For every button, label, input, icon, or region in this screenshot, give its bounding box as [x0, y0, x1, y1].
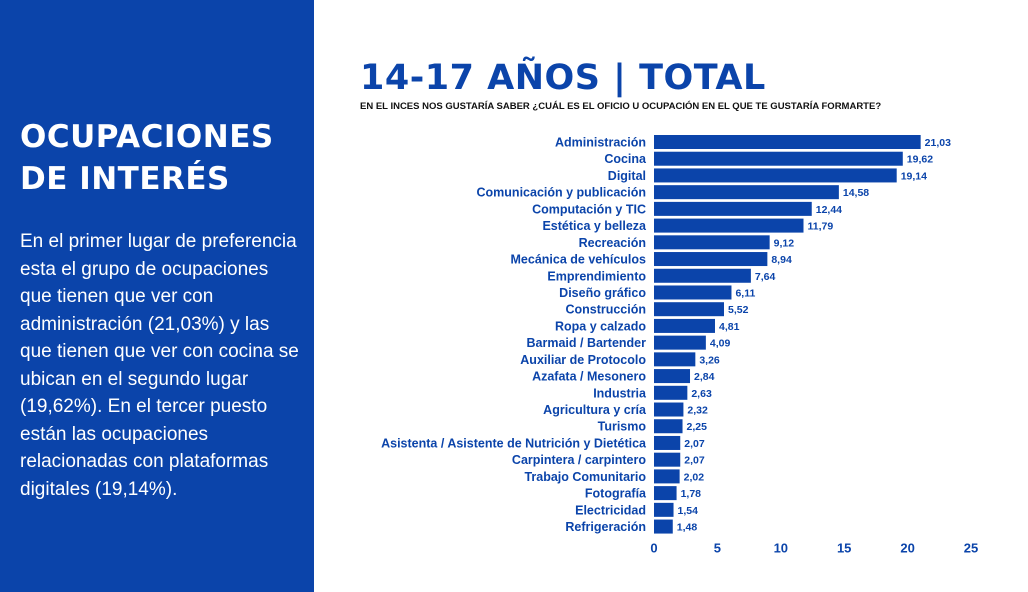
category-label: Administración [555, 136, 646, 150]
category-label: Recreación [579, 236, 646, 250]
value-label: 2,25 [687, 421, 708, 433]
category-label: Comunicación y publicación [477, 186, 646, 200]
bar [654, 385, 688, 400]
value-label: 7,64 [755, 271, 776, 283]
category-label: Ropa y calzado [555, 319, 646, 333]
value-label: 21,03 [925, 137, 951, 149]
bar [654, 335, 706, 350]
bar [654, 519, 673, 534]
value-label: 4,81 [719, 321, 740, 333]
category-label: Cocina [604, 152, 647, 166]
category-label: Estética y belleza [542, 219, 647, 233]
category-label: Asistenta / Asistente de Nutrición y Die… [381, 436, 647, 450]
bar [654, 135, 921, 149]
category-label: Computación y TIC [532, 202, 646, 216]
category-label: Emprendimiento [547, 269, 646, 283]
value-label: 4,09 [710, 338, 731, 350]
x-tick-label: 10 [774, 540, 788, 555]
bar [654, 185, 839, 200]
value-label: 14,58 [843, 187, 869, 199]
bar [654, 285, 732, 300]
panel-body-text: En el primer lugar de preferencia esta e… [20, 231, 299, 500]
bar [654, 235, 770, 250]
value-label: 19,14 [901, 170, 927, 182]
bar [654, 252, 768, 267]
category-label: Mecánica de vehículos [511, 253, 647, 267]
chart-subtitle: EN EL INCES NOS GUSTARÍA SABER ¿CUÁL ES … [360, 101, 882, 112]
value-label: 3,26 [699, 354, 720, 366]
bar [654, 168, 897, 183]
category-label: Diseño gráfico [559, 286, 646, 300]
bar [654, 369, 691, 384]
value-label: 8,94 [771, 254, 792, 266]
value-label: 2,02 [684, 471, 705, 483]
bar [654, 151, 903, 166]
value-label: 19,62 [907, 154, 933, 166]
panel-title-line-2: DE INTERÉS [20, 161, 230, 197]
x-tick-label: 5 [714, 540, 721, 555]
category-label: Turismo [598, 420, 647, 434]
value-label: 12,44 [816, 204, 842, 216]
bar [654, 218, 804, 233]
value-label: 1,78 [681, 488, 702, 500]
category-label: Carpintera / carpintero [512, 453, 646, 467]
bar [654, 452, 681, 467]
category-label: Digital [608, 169, 646, 183]
value-label: 5,52 [728, 304, 749, 316]
category-label: Barmaid / Bartender [527, 336, 647, 350]
bar [654, 502, 674, 517]
panel-title: OCUPACIONES DE INTERÉS [20, 116, 305, 200]
x-tick-label: 0 [650, 540, 657, 555]
category-label: Fotografía [585, 487, 647, 501]
x-tick-label: 15 [837, 540, 851, 555]
bar [654, 435, 681, 450]
value-label: 2,84 [694, 371, 715, 383]
x-tick-label: 25 [964, 540, 978, 555]
category-label: Trabajo Comunitario [524, 470, 646, 484]
value-label: 9,12 [774, 237, 795, 249]
value-label: 2,32 [687, 405, 708, 417]
bar [654, 268, 751, 283]
left-panel: OCUPACIONES DE INTERÉS En el primer luga… [0, 0, 314, 592]
category-label: Construcción [565, 303, 646, 317]
value-label: 2,07 [684, 438, 705, 450]
bar [654, 419, 683, 434]
category-label: Agricultura y cría [543, 403, 647, 417]
bar [654, 302, 724, 317]
category-label: Refrigeración [565, 520, 646, 534]
value-label: 11,79 [807, 221, 833, 233]
x-tick-label: 20 [900, 540, 914, 555]
bar [654, 318, 715, 333]
bar [654, 201, 812, 216]
value-label: 1,54 [678, 505, 699, 517]
panel-title-line-1: OCUPACIONES [20, 119, 274, 155]
chart-title: 14-17 AÑOS | TOTAL [360, 58, 766, 98]
category-label: Azafata / Mesonero [532, 370, 646, 384]
bar [654, 402, 684, 417]
category-label: Auxiliar de Protocolo [520, 353, 646, 367]
value-label: 6,11 [735, 287, 755, 299]
value-label: 1,48 [677, 522, 698, 534]
bar [654, 352, 696, 367]
value-label: 2,07 [684, 455, 705, 467]
value-label: 2,63 [691, 388, 712, 400]
bar [654, 469, 680, 484]
category-label: Electricidad [575, 503, 646, 517]
bar [654, 486, 677, 501]
category-label: Industria [593, 386, 647, 400]
